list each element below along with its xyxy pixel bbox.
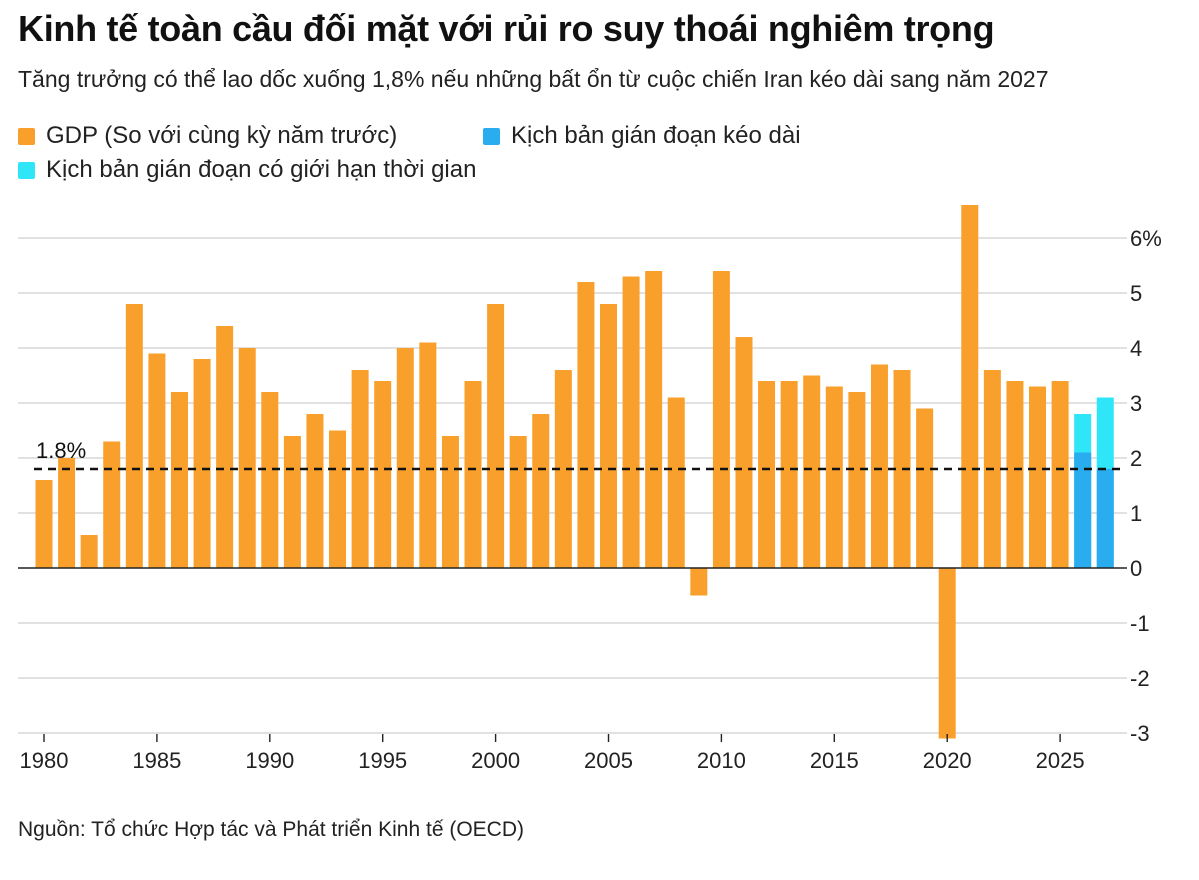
legend-item-gdp: GDP (So với cùng kỳ năm trước) xyxy=(18,122,397,150)
gdp-bar xyxy=(441,436,459,568)
prolonged-scenario-bar xyxy=(1096,469,1114,568)
gdp-bar xyxy=(170,392,188,568)
prolonged-scenario-bar xyxy=(1074,452,1092,568)
gdp-bar xyxy=(238,348,256,568)
y-tick-label: 0 xyxy=(1130,556,1142,581)
gdp-bar xyxy=(374,381,392,568)
gdp-bar xyxy=(329,430,347,568)
chart-subtitle: Tăng trưởng có thể lao dốc xuống 1,8% nế… xyxy=(18,66,1049,92)
y-tick-label: 2 xyxy=(1130,446,1142,471)
x-tick-label: 1985 xyxy=(132,748,181,773)
gdp-bar xyxy=(193,359,211,568)
gdp-bar xyxy=(848,392,866,568)
y-tick-label: 3 xyxy=(1130,391,1142,416)
gdp-bar xyxy=(600,304,617,568)
gdp-bar xyxy=(1051,381,1069,568)
gdp-bar xyxy=(532,414,550,568)
gdp-bar xyxy=(690,568,708,596)
y-tick-label: -2 xyxy=(1130,666,1150,691)
y-tick-label: 6% xyxy=(1130,226,1162,251)
x-tick-label: 1980 xyxy=(20,748,69,773)
gdp-bar xyxy=(306,414,324,568)
legend-item-limited: Kịch bản gián đoạn có giới hạn thời gian xyxy=(18,156,476,184)
gdp-bar xyxy=(622,276,640,568)
gdp-bar xyxy=(1029,386,1047,568)
gdp-bar xyxy=(870,364,888,568)
gdp-bar xyxy=(1006,381,1024,568)
gdp-bar xyxy=(712,271,730,568)
legend-label-gdp: GDP (So với cùng kỳ năm trước) xyxy=(46,122,398,149)
gdp-bar xyxy=(396,348,414,568)
legend-swatch-limited xyxy=(18,161,35,179)
gdp-bar xyxy=(554,370,572,568)
gdp-bar xyxy=(103,441,121,568)
gdp-bar xyxy=(509,436,527,568)
gdp-bar xyxy=(758,381,776,568)
gdp-bar xyxy=(577,282,595,568)
legend-swatch-prolonged xyxy=(483,127,500,145)
gdp-bar xyxy=(645,271,663,568)
gdp-bar xyxy=(148,353,166,568)
gdp-bar xyxy=(938,568,956,739)
x-tick-label: 1990 xyxy=(245,748,294,773)
chart-title: Kinh tế toàn cầu đối mặt với rủi ro suy … xyxy=(18,8,995,49)
x-axis: 1980 1985 1990 1995 2000 2005 2010 2015 2020 2025 xyxy=(20,734,1085,773)
gdp-bar xyxy=(780,381,798,568)
gdp-bar xyxy=(487,304,505,568)
gdp-bar xyxy=(58,458,76,568)
bars xyxy=(35,205,1114,739)
gdp-bar xyxy=(35,480,53,568)
x-tick-label: 2000 xyxy=(471,748,520,773)
gdp-bar xyxy=(216,326,234,568)
y-tick-label: 5 xyxy=(1130,281,1142,306)
x-tick-label: 2020 xyxy=(923,748,972,773)
gdp-bar xyxy=(735,337,753,568)
x-tick-label: 2010 xyxy=(697,748,746,773)
gdp-bar xyxy=(125,304,143,568)
gdp-bar xyxy=(825,386,843,568)
gdp-bar xyxy=(80,535,98,568)
y-tick-label: -3 xyxy=(1130,721,1150,746)
gdp-bar xyxy=(803,375,821,568)
gdp-bar xyxy=(667,397,685,568)
gdp-bar xyxy=(464,381,482,568)
x-tick-label: 2005 xyxy=(584,748,633,773)
reference-line-label: 1.8% xyxy=(36,438,86,463)
gdp-bar xyxy=(283,436,301,568)
y-axis: 6% 5 4 3 2 1 0 -1 -2 -3 xyxy=(1130,226,1162,746)
y-tick-label: 1 xyxy=(1130,501,1142,526)
legend-swatch-gdp xyxy=(18,127,35,145)
y-tick-label: 4 xyxy=(1130,336,1142,361)
gdp-bar xyxy=(419,342,437,568)
x-tick-label: 2015 xyxy=(810,748,859,773)
legend-label-prolonged: Kịch bản gián đoạn kéo dài xyxy=(511,122,801,149)
x-tick-label: 2025 xyxy=(1036,748,1085,773)
y-tick-label: -1 xyxy=(1130,611,1150,636)
legend-item-prolonged: Kịch bản gián đoạn kéo dài xyxy=(483,122,801,150)
gdp-bar xyxy=(916,408,934,568)
source-note: Nguồn: Tổ chức Hợp tác và Phát triển Kin… xyxy=(18,818,524,841)
x-tick-label: 1995 xyxy=(358,748,407,773)
gdp-bar xyxy=(961,205,979,568)
legend-label-limited: Kịch bản gián đoạn có giới hạn thời gian xyxy=(46,156,477,183)
gdp-bar xyxy=(261,392,279,568)
